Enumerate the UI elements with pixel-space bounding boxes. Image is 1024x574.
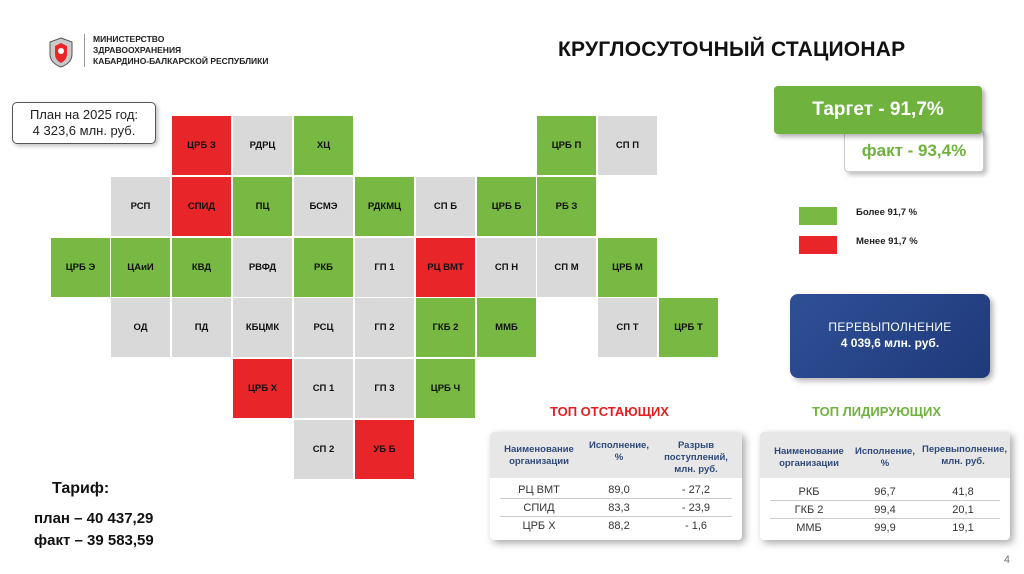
map-cell: ЦРБ З [172, 116, 231, 175]
map-cell: ПЦ [233, 177, 292, 236]
plan-line-2: 4 323,6 млн. руб. [32, 123, 136, 138]
lagging-table: Наименование организации Исполнение, % Р… [490, 432, 742, 540]
leading-header-execution: Исполнение, % [855, 446, 915, 469]
tariff-fact: факт – 39 583,59 [34, 532, 154, 549]
map-cell: СП 2 [294, 420, 353, 479]
map-cell: ЦРБ Э [51, 238, 110, 297]
map-cell: ГКБ 2 [416, 298, 475, 357]
lagging-row-1-execution: 89,0 [608, 484, 630, 496]
lagging-row-2-execution: 83,3 [608, 502, 630, 514]
leading-row-1-execution: 96,7 [874, 486, 896, 498]
map-cell: ЦРБ П [537, 116, 596, 175]
lagging-row-2-name: СПИД [523, 502, 555, 514]
row-divider [770, 500, 1000, 501]
page-number: 4 [1003, 554, 1010, 566]
legend-above-label: Более 91,7 % [856, 207, 918, 218]
lagging-row-1-name: РЦ ВМТ [518, 484, 560, 496]
leading-header-name: Наименование организации [774, 446, 844, 469]
map-cell: УБ Б [355, 420, 414, 479]
leading-row-2-execution: 99,4 [874, 504, 896, 516]
map-cell: РДКМЦ [355, 177, 414, 236]
leading-row-1-name: РКБ [798, 486, 820, 498]
lagging-title: ТОП ОТСТАЮЩИХ [550, 404, 669, 419]
map-cell: ЦРБ Б [477, 177, 536, 236]
row-divider [500, 516, 732, 517]
map-cell: ЦРБ Х [233, 359, 292, 418]
map-cell: ЦАиИ [111, 238, 170, 297]
row-divider [500, 498, 732, 499]
map-cell: ОД [111, 298, 170, 357]
lagging-header-name: Наименование организации [504, 444, 574, 467]
tariff-title: Тариф: [52, 480, 110, 497]
map-cell: КВД [172, 238, 231, 297]
map-cell: СП П [598, 116, 657, 175]
leading-table: Наименование организации Исполнение, % П… [760, 432, 1010, 540]
fact-badge: факт - 93,4% [844, 130, 984, 172]
lagging-header-gap: Разрыв поступлений, млн. руб. [664, 440, 728, 475]
map-cell: РБ З [537, 177, 596, 236]
map-cell: РДРЦ [233, 116, 292, 175]
map-cell: СП Б [416, 177, 475, 236]
page-title: КРУГЛОСУТОЧНЫЙ СТАЦИОНАР [558, 38, 906, 61]
row-divider [770, 518, 1000, 519]
map-cell: ГП 1 [355, 238, 414, 297]
map-cell: РКБ [294, 238, 353, 297]
leading-row-2-over: 20,1 [952, 504, 974, 516]
plan-line-1: План на 2025 год: [29, 107, 139, 122]
leading-row-3-execution: 99,9 [874, 522, 896, 534]
leading-title: ТОП ЛИДИРУЮЩИХ [812, 404, 942, 419]
map-cell: СП 1 [294, 359, 353, 418]
map-cell: ММБ [477, 298, 536, 357]
ministry-line-1: МИНИСТЕРСТВО [93, 34, 165, 44]
overfulfillment-title: ПЕРЕВЫПОЛНЕНИЕ [828, 320, 952, 334]
map-cell: ЦРБ Ч [416, 359, 475, 418]
map-cell: СП Т [598, 298, 657, 357]
map-cell: ПД [172, 298, 231, 357]
map-cell: СП Н [477, 238, 536, 297]
map-cell: ЦРБ М [598, 238, 657, 297]
map-cell: РЦ ВМТ [416, 238, 475, 297]
lagging-header-execution: Исполнение, % [589, 440, 649, 463]
leading-header-over: Перевыполнение, млн. руб. [922, 444, 1008, 467]
map-cell: ГП 2 [355, 298, 414, 357]
legend-below-label: Менее 91,7 % [856, 236, 918, 247]
leading-row-1-over: 41,8 [952, 486, 974, 498]
coat-of-arms-logo [49, 37, 73, 68]
map-cell: ЦРБ Т [659, 298, 718, 357]
leading-table-header [760, 432, 1010, 478]
leading-row-3-name: ММБ [796, 522, 822, 534]
legend-above-swatch [799, 207, 837, 225]
overfulfillment-card: ПЕРЕВЫПОЛНЕНИЕ 4 039,6 млн. руб. [790, 294, 990, 378]
map-cell: СП М [537, 238, 596, 297]
leading-row-2-name: ГКБ 2 [794, 504, 824, 516]
map-cell: КБЦМК [233, 298, 292, 357]
ministry-line-3: КАБАРДИНО-БАЛКАРСКОЙ РЕСПУБЛИКИ [93, 56, 269, 66]
overfulfillment-value: 4 039,6 млн. руб. [840, 336, 940, 350]
target-badge: Таргет - 91,7% [774, 86, 982, 134]
map-cell: СПИД [172, 177, 231, 236]
plan-box: План на 2025 год: 4 323,6 млн. руб. [12, 102, 156, 144]
lagging-row-3-name: ЦРБ Х [522, 520, 556, 532]
lagging-row-1-gap: - 27,2 [681, 484, 711, 496]
lagging-table-header [490, 432, 742, 478]
lagging-row-3-execution: 88,2 [608, 520, 630, 532]
map-cell: РВФД [233, 238, 292, 297]
leading-row-3-over: 19,1 [952, 522, 974, 534]
map-cell: БСМЭ [294, 177, 353, 236]
ministry-name: МИНИСТЕРСТВО ЗДРАВООХРАНЕНИЯ КАБАРДИНО-Б… [84, 34, 304, 67]
map-cell: ХЦ [294, 116, 353, 175]
map-cell: РСП [111, 177, 170, 236]
lagging-row-2-gap: - 23,9 [681, 502, 711, 514]
tariff-plan: план – 40 437,29 [34, 510, 154, 527]
ministry-line-2: ЗДРАВООХРАНЕНИЯ [93, 45, 182, 55]
legend-below-swatch [799, 236, 837, 254]
map-cell: ГП 3 [355, 359, 414, 418]
lagging-row-3-gap: - 1,6 [684, 520, 707, 532]
map-cell: РСЦ [294, 298, 353, 357]
